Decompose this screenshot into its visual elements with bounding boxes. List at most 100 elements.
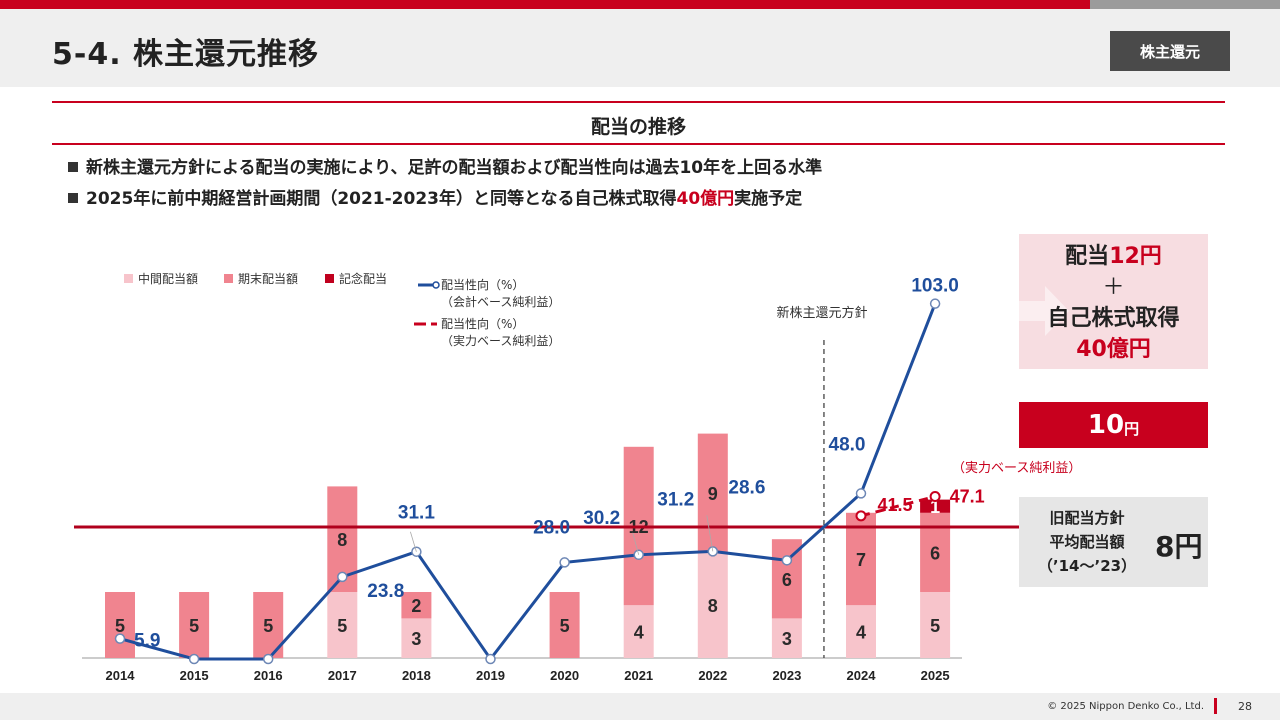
label-leader-line xyxy=(706,515,714,552)
band-title: 配当の推移 xyxy=(590,116,686,138)
label-leader-line xyxy=(410,531,417,552)
bullet-square-icon xyxy=(68,193,78,203)
actual-basis-annotation: （実力ベース純利益） xyxy=(952,460,1081,476)
payout-accounting-label: 28.0 xyxy=(533,517,570,538)
bar-value-label: 3 xyxy=(411,629,421,649)
bar-value-label: 5 xyxy=(115,616,125,636)
payout-accounting-point xyxy=(262,653,274,665)
band-top-line xyxy=(52,101,1225,103)
bullet-1: 新株主還元方針による配当の実施により、足許の配当額および配当性向は過去10年を上… xyxy=(68,153,822,178)
legend-swatch xyxy=(124,274,133,283)
interim-bar xyxy=(401,618,432,658)
plan-dividend-line: 配当12円 xyxy=(1065,244,1162,269)
payout-accounting-point xyxy=(485,653,496,665)
payout-accounting-label: 28.6 xyxy=(728,477,765,498)
payout-actual-line xyxy=(860,495,936,518)
bar-value-label: 8 xyxy=(337,530,347,550)
x-tick-label: 2022 xyxy=(698,668,727,683)
bar-value-label: 5 xyxy=(263,616,273,636)
x-tick-label: 2025 xyxy=(921,668,950,683)
bar-value-label: 9 xyxy=(708,484,718,504)
interim-bar xyxy=(846,605,876,658)
section-tag: 株主還元 xyxy=(1110,31,1230,71)
bar-value-label: 5 xyxy=(560,616,570,636)
bar-value-label: 6 xyxy=(782,570,792,590)
x-tick-label: 2014 xyxy=(106,668,136,683)
payout-accounting-point xyxy=(855,488,867,499)
legend-label: 記念配当 xyxy=(339,271,387,286)
threshold-box: 10 円 xyxy=(1019,402,1208,448)
payout-accounting-point xyxy=(781,555,793,566)
threshold-unit: 円 xyxy=(1124,419,1140,438)
old-policy-value: 8円 xyxy=(1155,530,1203,563)
bar-value-label: 4 xyxy=(856,623,866,643)
payout-accounting-label: 103.0 xyxy=(911,276,959,297)
year-end-bar xyxy=(549,592,580,658)
bar-value-label: 5 xyxy=(337,616,347,636)
bar-value-label: 1 xyxy=(930,497,940,517)
top-accent-bar xyxy=(0,0,1090,9)
plan-2025-box: 配当12円 ＋ 自己株式取得 40億円 xyxy=(1019,234,1208,369)
bar-value-label: 7 xyxy=(856,550,866,570)
bar-value-label: 6 xyxy=(930,543,940,563)
interim-bar xyxy=(327,592,358,658)
label-leader-line xyxy=(632,532,640,555)
interim-bar xyxy=(771,618,802,658)
legend-point-accounting xyxy=(432,281,440,289)
page-title: 5-4. 株主還元推移 xyxy=(52,37,320,72)
bullet-2: 2025年に前中期経営計画期間（2021-2023年）と同等となる自己株式取得4… xyxy=(68,184,802,209)
payout-accounting-point xyxy=(337,571,348,583)
payout-accounting-label: 5.9 xyxy=(134,631,160,652)
payout-actual-label: 41.5 xyxy=(877,495,912,515)
x-tick-label: 2024 xyxy=(847,668,877,683)
bullet-2-text-end: 実施予定 xyxy=(734,189,803,209)
bar-value-label: 4 xyxy=(634,623,644,643)
old-policy-box: 旧配当方針 平均配当額 （’14～’23） 8円 xyxy=(1019,497,1208,587)
commemorative-bar xyxy=(920,499,951,513)
header-background xyxy=(0,9,1280,87)
legend-label: 配当性向（%） xyxy=(441,316,524,331)
x-tick-label: 2019 xyxy=(476,668,505,683)
legend-label: 期末配当額 xyxy=(238,272,298,286)
payout-accounting-label: 31.2 xyxy=(657,489,694,510)
bullet-2-highlight: 40億円 xyxy=(676,189,735,209)
footer-separator xyxy=(1214,698,1217,714)
x-tick-label: 2016 xyxy=(254,668,283,683)
bar-value-label: 5 xyxy=(930,616,940,636)
bar-value-label: 2 xyxy=(411,596,421,616)
plan-buyback-line: 自己株式取得 xyxy=(1047,306,1180,331)
legend-label: 配当性向（%） xyxy=(441,277,524,292)
year-end-bar xyxy=(105,592,135,658)
payout-accounting-point xyxy=(929,298,941,309)
payout-accounting-label: 30.2 xyxy=(583,508,620,529)
bar-value-label: 5 xyxy=(189,616,199,636)
payout-actual-label: 47.1 xyxy=(950,487,985,507)
plan-plus-sign: ＋ xyxy=(1102,275,1125,300)
threshold-value: 10 xyxy=(1087,410,1125,440)
plan-buyback-amount: 40億円 xyxy=(1076,337,1151,362)
x-tick-label: 2017 xyxy=(328,668,357,683)
payout-accounting-label: 48.0 xyxy=(829,434,866,455)
x-tick-label: 2021 xyxy=(624,668,653,683)
band-bottom-line xyxy=(52,143,1225,145)
payout-actual-point xyxy=(855,510,867,522)
bullet-2-text: 2025年に前中期経営計画期間（2021-2023年）と同等となる自己株式取得 xyxy=(86,189,677,209)
policy-divider-label: 新株主還元方針 xyxy=(776,305,867,321)
legend-label: 中間配当額 xyxy=(138,271,198,286)
bullet-square-icon xyxy=(68,162,78,172)
payout-accounting-label: 23.8 xyxy=(367,581,404,602)
payout-accounting-point xyxy=(188,653,200,665)
year-end-bar xyxy=(697,433,728,553)
payout-accounting-point xyxy=(114,633,126,644)
payout-accounting-label: 31.1 xyxy=(398,503,435,524)
x-tick-label: 2018 xyxy=(402,668,431,683)
payout-accounting-point xyxy=(559,557,570,568)
interim-bar xyxy=(920,592,951,658)
legend-swatch xyxy=(224,274,233,283)
bullet-1-text: 新株主還元方針による配当の実施により、足許の配当額および配当性向は過去10年を上… xyxy=(86,158,823,178)
x-tick-label: 2020 xyxy=(550,668,579,683)
top-accent-bar-gray xyxy=(1090,0,1280,9)
old-policy-label: 旧配当方針 平均配当額 （’14～’23） xyxy=(1037,509,1137,575)
x-tick-label: 2023 xyxy=(772,668,801,683)
